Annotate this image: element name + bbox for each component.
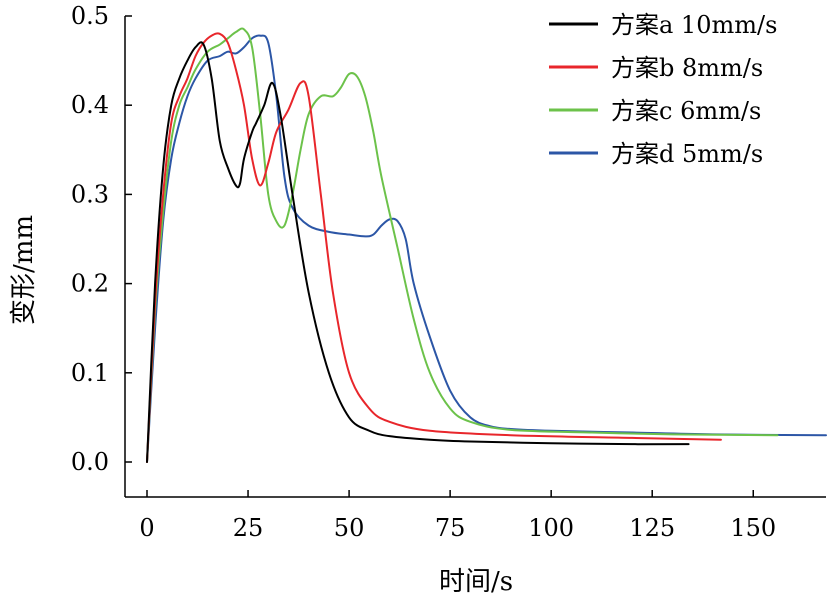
series-lines: [146, 27, 827, 463]
x-tick-label: 125: [629, 514, 675, 542]
legend-label-2: 方案b 8mm/s: [611, 54, 763, 82]
ticks: 0 25 50 75 100 125 150 0.0 0.1 0.2 0.3 0.4 0.5: [71, 2, 776, 542]
y-tick-label: 0.1: [71, 359, 109, 387]
axes: [124, 16, 826, 498]
legend-label-4: 方案d 5mm/s: [611, 140, 763, 168]
series-line-1: [146, 41, 690, 463]
series-line-3: [146, 27, 779, 463]
y-tick-label: 0.2: [71, 270, 109, 298]
legend: 方案a 10mm/s 方案b 8mm/s 方案c 6mm/s 方案d 5mm/s: [549, 11, 777, 168]
x-tick-label: 50: [334, 514, 365, 542]
x-tick-label: 150: [730, 514, 776, 542]
y-axis-title: 变形/mm: [9, 215, 39, 325]
x-tick-label: 100: [528, 514, 574, 542]
x-tick-label: 75: [435, 514, 466, 542]
y-tick-label: 0.3: [71, 180, 109, 208]
legend-label-1: 方案a 10mm/s: [611, 11, 777, 39]
x-tick-label: 25: [233, 514, 264, 542]
y-tick-label: 0.0: [71, 448, 109, 476]
y-tick-label: 0.5: [71, 2, 109, 30]
series-line-2: [146, 32, 722, 463]
x-axis-title: 时间/s: [439, 567, 513, 597]
x-tick-label: 0: [139, 514, 154, 542]
y-tick-label: 0.4: [71, 91, 109, 119]
legend-label-3: 方案c 6mm/s: [611, 97, 761, 125]
series-line-4: [146, 34, 827, 463]
